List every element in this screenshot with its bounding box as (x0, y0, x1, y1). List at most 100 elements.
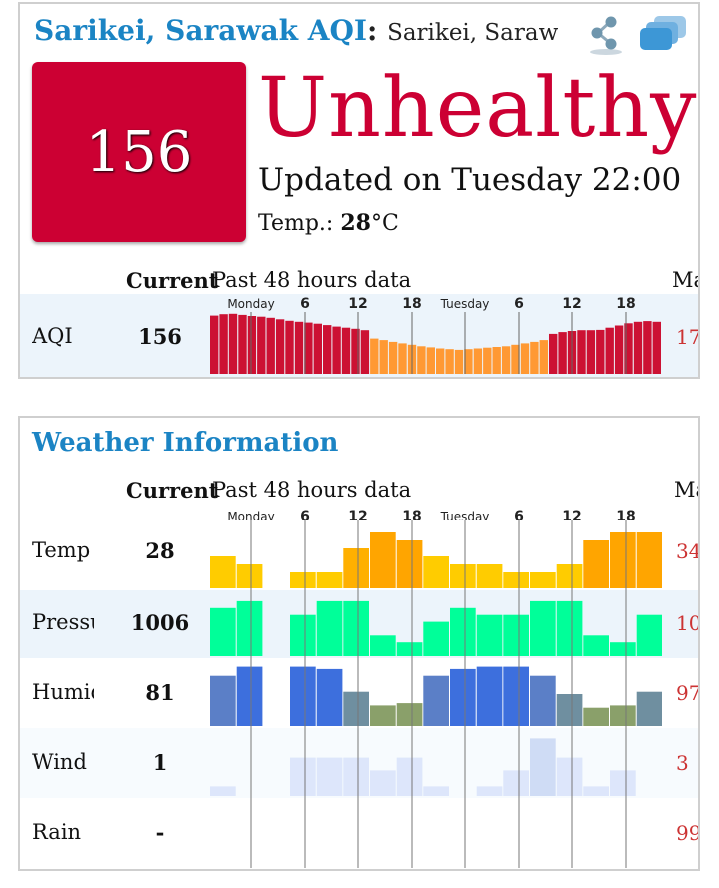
pressure-bar[interactable] (423, 621, 449, 656)
aqi-bar[interactable] (285, 320, 294, 374)
pressure-bar[interactable] (236, 600, 263, 656)
wind-bar[interactable] (556, 757, 583, 796)
aqi-bar[interactable] (332, 326, 341, 374)
aqi-bar[interactable] (530, 341, 539, 374)
aqi-bar[interactable] (492, 347, 501, 374)
aqi-bar[interactable] (370, 338, 379, 374)
temp-bar[interactable] (210, 556, 236, 588)
aqi-bar[interactable] (501, 346, 511, 374)
humidity-bar[interactable] (610, 705, 636, 726)
pressure-bar[interactable] (610, 642, 636, 656)
aqi-bar[interactable] (549, 333, 558, 374)
pressure-bar[interactable] (370, 635, 396, 656)
wind-bar[interactable] (530, 738, 556, 796)
pressure-bar[interactable] (396, 642, 423, 656)
pressure-bar[interactable] (290, 614, 316, 656)
aqi-bar[interactable] (323, 325, 332, 374)
aqi-bar[interactable] (643, 321, 652, 374)
rain-48h-chart[interactable] (210, 798, 662, 868)
pressure-bar[interactable] (343, 600, 369, 656)
humidity-bar[interactable] (316, 668, 343, 726)
wind-bar[interactable] (316, 757, 343, 796)
temp-bar[interactable] (583, 540, 609, 588)
aqi-bar[interactable] (605, 327, 614, 374)
aqi-bar[interactable] (473, 348, 483, 375)
temp-bar[interactable] (396, 540, 423, 588)
embed-widget-icon[interactable] (640, 14, 690, 54)
aqi-bar[interactable] (417, 346, 426, 374)
humidity-bar[interactable] (423, 675, 449, 726)
temp-bar[interactable] (556, 564, 583, 588)
temp-bar[interactable] (503, 572, 529, 588)
city-aqi-title[interactable]: Sarikei, Sarawak AQI: Sarikei, Saraw (34, 14, 558, 47)
humidity-bar[interactable] (503, 666, 529, 726)
temp-bar[interactable] (236, 564, 263, 588)
aqi-bar[interactable] (652, 321, 661, 374)
temp-bar[interactable] (290, 572, 316, 588)
humidity-bar[interactable] (476, 666, 503, 726)
wind-48h-chart[interactable] (210, 728, 662, 798)
aqi-bar[interactable] (539, 340, 548, 374)
city-aqi-title-text[interactable]: Sarikei, Sarawak AQI (34, 14, 367, 47)
aqi-bar[interactable] (624, 323, 633, 374)
humidity-bar[interactable] (450, 668, 476, 726)
humidity-bar[interactable] (396, 703, 423, 726)
pressure-bar[interactable] (476, 614, 503, 656)
temp-48h-chart[interactable] (210, 520, 662, 590)
pressure-bar[interactable] (210, 607, 236, 656)
aqi-bar[interactable] (266, 317, 275, 374)
share-icon[interactable] (586, 14, 626, 56)
aqi-bar[interactable] (483, 347, 492, 374)
humidity-bar[interactable] (556, 694, 583, 726)
temp-bar[interactable] (636, 532, 662, 588)
aqi-bar[interactable] (436, 348, 445, 375)
aqi-bar[interactable] (294, 321, 304, 374)
humidity-bar[interactable] (583, 707, 609, 726)
aqi-bar[interactable] (388, 341, 398, 374)
pressure-bar[interactable] (636, 614, 662, 656)
pressure-bar[interactable] (530, 600, 556, 656)
aqi-bar[interactable] (257, 316, 266, 374)
wind-bar[interactable] (210, 786, 236, 796)
temp-bar[interactable] (343, 548, 369, 588)
wind-bar[interactable] (503, 770, 529, 796)
aqi-bar[interactable] (228, 313, 238, 374)
aqi-48h-chart[interactable]: Monday 6 12 18 Tuesday 6 12 18 (210, 294, 662, 376)
aqi-bar[interactable] (247, 316, 257, 374)
pressure-bar[interactable] (316, 600, 343, 656)
aqi-bar[interactable] (304, 322, 313, 374)
aqi-bar[interactable] (398, 343, 407, 374)
aqi-bar[interactable] (219, 314, 228, 374)
aqi-bar[interactable] (454, 349, 464, 374)
aqi-bar[interactable] (313, 323, 322, 374)
humidity-bar[interactable] (290, 666, 316, 726)
wind-bar[interactable] (476, 786, 503, 796)
wind-bar[interactable] (583, 786, 609, 796)
aqi-bar[interactable] (360, 330, 370, 374)
temp-bar[interactable] (423, 556, 449, 588)
temp-bar[interactable] (610, 532, 636, 588)
humidity-bar[interactable] (236, 666, 263, 726)
pressure-48h-chart[interactable] (210, 590, 662, 658)
aqi-bar[interactable] (511, 344, 520, 374)
humidity-bar[interactable] (636, 691, 662, 726)
aqi-bar[interactable] (238, 314, 247, 374)
aqi-bar[interactable] (577, 330, 586, 374)
aqi-bar[interactable] (341, 327, 351, 374)
aqi-bar[interactable] (275, 319, 285, 374)
pressure-bar[interactable] (583, 635, 609, 656)
aqi-bar[interactable] (210, 315, 219, 374)
pressure-bar[interactable] (503, 614, 529, 656)
aqi-bar[interactable] (520, 343, 530, 374)
wind-bar[interactable] (290, 757, 316, 796)
humidity-bar[interactable] (343, 691, 369, 726)
pressure-bar[interactable] (556, 600, 583, 656)
wind-bar[interactable] (610, 770, 636, 796)
aqi-bar[interactable] (464, 349, 473, 374)
aqi-bar[interactable] (596, 329, 605, 374)
humidity-48h-chart[interactable] (210, 658, 662, 728)
aqi-bar[interactable] (586, 330, 596, 374)
aqi-bar[interactable] (445, 349, 454, 374)
wind-bar[interactable] (370, 770, 396, 796)
aqi-bar[interactable] (614, 325, 624, 375)
